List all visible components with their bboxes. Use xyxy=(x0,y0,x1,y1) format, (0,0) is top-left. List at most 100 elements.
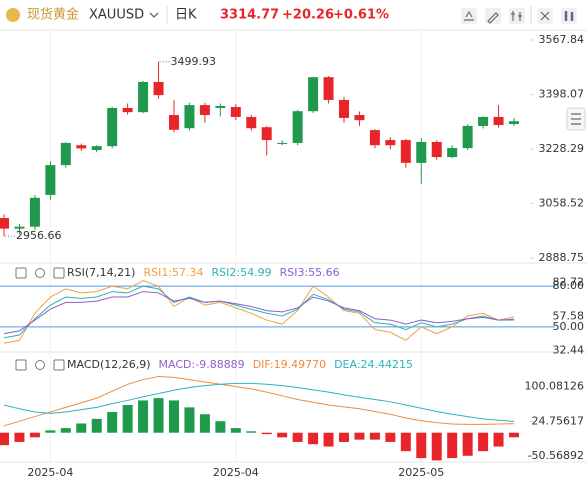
macd-line xyxy=(3,375,515,427)
macd-bar xyxy=(91,418,102,433)
macd-bar xyxy=(107,411,118,433)
dropdown-icon[interactable] xyxy=(149,12,159,18)
y-tick-label: -50.56892 xyxy=(528,449,584,462)
tool-button[interactable] xyxy=(461,8,477,24)
macd-bar xyxy=(138,400,149,433)
macd-bar xyxy=(277,432,288,438)
candle-body xyxy=(14,226,25,229)
tool-icon xyxy=(487,12,499,24)
macd-bar xyxy=(169,400,179,433)
macd-bar xyxy=(14,432,25,442)
macd-line xyxy=(3,382,515,422)
indicator-title: MACD(12,26,9) xyxy=(67,358,151,371)
macd-bar xyxy=(261,432,272,435)
info-icon[interactable] xyxy=(53,267,65,279)
candle-body xyxy=(215,106,226,108)
macd-bar xyxy=(308,432,319,445)
period[interactable]: 日K xyxy=(175,8,197,23)
candle-body xyxy=(45,165,56,195)
fullscreen-icon xyxy=(540,11,550,21)
tool-icon xyxy=(464,10,474,21)
macd-bar xyxy=(199,414,210,433)
x-tick-label: 2025-04 xyxy=(27,466,73,479)
y-axis-label: 32.44 xyxy=(553,344,585,357)
settings-icon[interactable] xyxy=(35,268,45,278)
symbol-icon xyxy=(6,8,20,22)
candle-body xyxy=(447,148,458,158)
macd-bar xyxy=(416,432,427,459)
candle-body xyxy=(369,130,380,146)
x-tick-label: 2025-05 xyxy=(398,466,444,479)
rsi-line xyxy=(3,280,515,344)
macd-bar xyxy=(431,432,442,461)
settings-icon[interactable] xyxy=(35,360,45,370)
candle-body xyxy=(323,77,334,100)
macd-bar xyxy=(385,432,396,442)
hide-icon[interactable] xyxy=(15,359,27,371)
candle-type-icon xyxy=(564,11,574,21)
rsi-line xyxy=(3,291,515,335)
candle-body xyxy=(153,81,164,96)
candle-body xyxy=(0,218,9,229)
legend-entry: MACD:-9.88889 xyxy=(159,358,245,371)
candle-body xyxy=(277,142,288,144)
macd-bar xyxy=(478,432,489,452)
macd-bar xyxy=(369,432,380,440)
candle-body xyxy=(509,121,519,125)
candle-body xyxy=(138,81,149,113)
y-tick-label: 3058.52 xyxy=(539,196,585,209)
macd-bar xyxy=(509,432,519,438)
candle-body xyxy=(107,107,118,147)
candle-body xyxy=(60,142,71,166)
candle-body xyxy=(230,107,241,117)
candle-type-button[interactable] xyxy=(561,8,577,24)
y-tick-label: 2888.75 xyxy=(539,251,585,264)
macd-bar xyxy=(215,421,226,433)
candle-body xyxy=(246,116,257,129)
side-menu-icon xyxy=(571,113,581,125)
candle-body xyxy=(354,115,365,121)
change: +20.26 xyxy=(282,8,334,23)
candle-body xyxy=(400,140,411,163)
legend-entry: DIF:19.49770 xyxy=(253,358,326,371)
tool-button[interactable] xyxy=(509,8,525,24)
tool-icon xyxy=(511,11,522,21)
symbol-name: 现货黄金 xyxy=(27,7,79,23)
candle-body xyxy=(169,115,179,130)
macd-bar xyxy=(60,428,71,433)
macd-bar xyxy=(184,407,195,433)
macd-bar xyxy=(0,432,9,446)
y-tick-label: 3567.84 xyxy=(539,33,585,46)
macd-bar xyxy=(354,432,365,440)
candle-body xyxy=(385,140,396,146)
macd-bar xyxy=(339,432,349,442)
y-tick-label: 100.08126 xyxy=(525,380,585,393)
candle-body xyxy=(431,141,442,158)
change-pct: +0.61% xyxy=(333,8,389,23)
legend-entry: RSI2:54.99 xyxy=(212,266,272,279)
legend-entry: RSI3:55.66 xyxy=(280,266,340,279)
macd-bar xyxy=(76,423,87,433)
candle-body xyxy=(478,116,489,126)
y-tick-label: 3398.07 xyxy=(539,87,585,100)
macd-bar xyxy=(122,405,133,433)
macd-bar xyxy=(45,430,56,433)
candle-body xyxy=(122,107,133,113)
macd-bar xyxy=(400,432,411,452)
macd-bar xyxy=(462,432,473,456)
candle-body xyxy=(184,105,195,129)
candle-body xyxy=(199,105,210,116)
hide-icon[interactable] xyxy=(15,267,27,279)
indicator-title: RSI(7,14,21) xyxy=(67,266,135,279)
y-axis-label: 57.58 xyxy=(553,310,585,323)
candle-body xyxy=(416,141,427,163)
y-axis-label: 82.72 xyxy=(553,275,585,288)
annotation: 2956.66 xyxy=(16,229,62,242)
macd-bar xyxy=(246,431,257,433)
symbol-code[interactable]: XAUUSD xyxy=(89,8,144,23)
info-icon[interactable] xyxy=(53,359,65,371)
annotation: 3499.93 xyxy=(171,55,217,68)
x-tick-label: 2025-04 xyxy=(213,466,259,479)
candle-body xyxy=(91,146,102,151)
